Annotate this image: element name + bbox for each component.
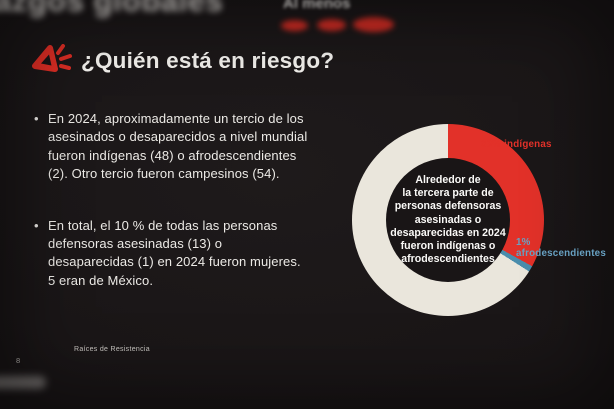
page-number: 8 <box>16 356 21 365</box>
blurred-red-number-shape <box>317 19 346 31</box>
bullet-item: En total, el 10 % de todas las personas … <box>33 217 309 291</box>
donut-center-text: Alrededor de la tercera parte de persona… <box>390 173 506 266</box>
page-title: ¿Quién está en riesgo? <box>81 48 335 73</box>
blurred-subheading: Al menos <box>283 0 351 12</box>
footer-brand: Raíces de Resistencia <box>74 346 150 353</box>
donut-label-indigenas: 33% indígenas <box>481 139 552 150</box>
blurred-background-heading: azgos globales <box>0 0 224 18</box>
megaphone-alert-icon <box>29 44 73 82</box>
blurred-red-number-shape <box>281 20 308 31</box>
donut-hole: Alrededor de la tercera parte de persona… <box>386 158 510 282</box>
blurred-red-number-shape <box>353 17 394 32</box>
donut-label-afrodescendientes: 1% afrodescendientes <box>516 237 606 259</box>
blurred-bottom-left-shape <box>0 376 46 389</box>
donut-chart: Alrededor de la tercera parte de persona… <box>352 124 544 316</box>
bullet-list: En 2024, aproximadamente un tercio de lo… <box>33 110 309 323</box>
bullet-item: En 2024, aproximadamente un tercio de lo… <box>33 110 309 184</box>
